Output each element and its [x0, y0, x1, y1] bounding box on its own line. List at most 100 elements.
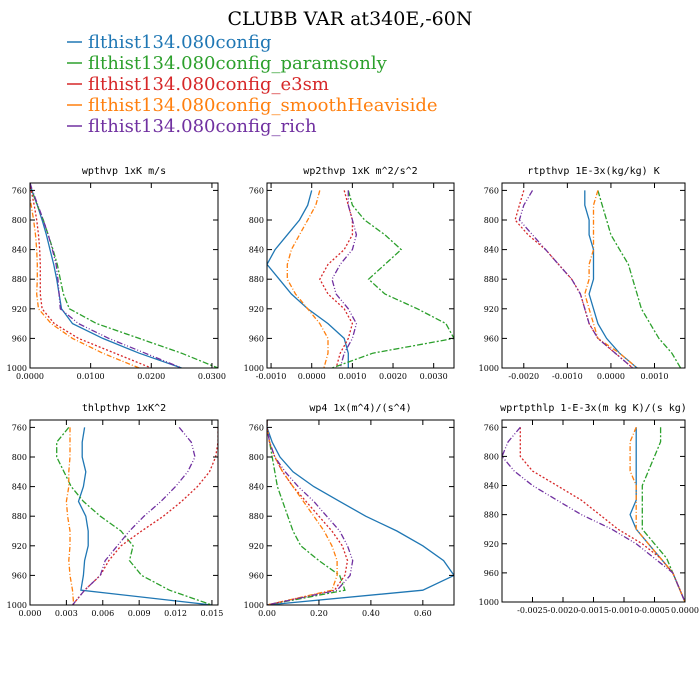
x-tick-label: -0.0020 [548, 606, 579, 615]
panel-0: wpthvp 1xK m/s 760 800 840 880 920 960 10000.00… [7, 166, 226, 381]
y-tick-label: 760 [249, 186, 264, 195]
y-tick-label: 920 [12, 542, 27, 551]
panel-title: wp4 1x(m^4)/(s^4) [309, 403, 411, 414]
series-line-0 [267, 420, 454, 605]
y-tick-label: 760 [12, 423, 27, 432]
series-line-4 [331, 190, 358, 368]
series-line-3 [584, 190, 638, 368]
x-tick-label: 0.0100 [77, 372, 105, 381]
y-tick-label: 800 [12, 453, 27, 462]
panel-5: wprtpthlp 1-E-3x(m kg K)/(s kg)760 800 840… [479, 403, 699, 615]
y-tick-label: 800 [12, 216, 27, 225]
x-tick-label: 0.00 [258, 609, 276, 618]
x-tick-label: 0.0010 [338, 372, 366, 381]
x-tick-label: -0.0015 [578, 606, 609, 615]
panel-title: thlpthvp 1xK^2 [82, 403, 166, 414]
y-tick-label: 760 [12, 186, 27, 195]
x-tick-label: -0.0020 [508, 372, 539, 381]
x-tick-label: 0.015 [200, 609, 223, 618]
y-tick-label: 1000 [244, 601, 264, 610]
series-group [267, 190, 454, 368]
x-tick-label: 0.0300 [198, 372, 226, 381]
y-tick-label: 1000 [7, 601, 27, 610]
series-line-4 [71, 426, 196, 605]
y-tick-label: 880 [484, 511, 499, 520]
x-tick-label: -0.0025 [517, 606, 548, 615]
plot-frame [266, 182, 455, 369]
series-line-3 [267, 420, 338, 605]
chart-panels: wpthvp 1xK m/s76080084088092096010000.00… [7, 166, 699, 618]
series-line-1 [267, 420, 346, 605]
legend-label-4: flthist134.080config_rich [88, 116, 317, 137]
legend-item-4: flthist134.080config_rich [67, 116, 317, 137]
y-tick-label: 800 [249, 216, 264, 225]
y-tick-label: 760 [484, 186, 499, 195]
y-tick-label: 960 [12, 334, 27, 343]
panel-1: wp2thvp 1xK m^2/s^2 760 800 840 880 920 960 100… [244, 166, 455, 381]
x-tick-label: 0.006 [91, 609, 114, 618]
series-line-1 [331, 190, 454, 368]
panel-title: wprtpthlp 1-E-3x(m kg K)/(s kg) [500, 403, 687, 414]
y-tick-label: 800 [484, 452, 499, 461]
x-tick-label: 0.0000 [671, 606, 699, 615]
y-tick-label: 880 [12, 275, 27, 284]
y-tick-label: 1000 [244, 364, 264, 373]
x-tick-label: 0.0000 [597, 372, 625, 381]
plot-frame [501, 419, 686, 603]
legend-label-3: flthist134.080config_smoothHeaviside [88, 95, 438, 116]
series-group [30, 183, 218, 368]
x-tick-label: 0.40 [362, 609, 380, 618]
y-tick-label: 960 [484, 569, 499, 578]
x-tick-label: 0.0200 [137, 372, 165, 381]
legend-item-2: flthist134.080config_e3sm [67, 74, 329, 95]
y-tick-label: 960 [249, 571, 264, 580]
series-line-1 [56, 426, 213, 605]
panel-title: wp2thvp 1xK m^2/s^2 [303, 166, 417, 177]
y-tick-label: 880 [249, 512, 264, 521]
panel-4: wp4 1x(m^4)/(s^4)76080084088092096010000… [244, 403, 455, 618]
series-line-0 [629, 427, 685, 602]
y-tick-label: 840 [484, 246, 499, 255]
series-line-1 [597, 190, 682, 368]
y-tick-label: 920 [249, 542, 264, 551]
y-tick-label: 840 [249, 483, 264, 492]
series-line-2 [30, 183, 152, 368]
series-line-3 [286, 190, 329, 368]
y-tick-label: 880 [12, 512, 27, 521]
y-tick-label: 840 [12, 246, 27, 255]
y-tick-label: 920 [484, 540, 499, 549]
plot-frame [29, 182, 219, 369]
legend: flthist134.080config flthist134.080confi… [67, 32, 438, 137]
panel-title: rtpthvp 1E-3x(kg/kg) K [527, 166, 659, 177]
y-tick-label: 800 [249, 453, 264, 462]
plot-frame [29, 419, 219, 606]
y-tick-label: 1000 [479, 364, 499, 373]
legend-item-1: flthist134.080config_paramsonly [67, 53, 388, 74]
x-tick-label: 0.0010 [641, 372, 669, 381]
x-tick-label: 0.003 [55, 609, 78, 618]
series-line-2 [319, 190, 354, 368]
series-line-1 [30, 183, 218, 368]
y-tick-label: 960 [484, 334, 499, 343]
plot-frame [501, 182, 686, 369]
figure-title: CLUBB VAR at340E,-60N [228, 8, 473, 30]
y-tick-label: 880 [484, 275, 499, 284]
series-group [56, 426, 218, 605]
y-tick-label: 960 [249, 334, 264, 343]
x-tick-label: 0.012 [164, 609, 187, 618]
series-group [502, 426, 685, 602]
x-tick-label: -0.0005 [639, 606, 670, 615]
series-line-4 [502, 426, 685, 602]
series-line-0 [30, 183, 182, 368]
x-tick-label: -0.0010 [552, 372, 583, 381]
series-line-0 [77, 427, 212, 605]
x-tick-label: 0.0000 [16, 372, 44, 381]
x-tick-label: 0.0020 [379, 372, 407, 381]
series-line-1 [641, 427, 685, 602]
panel-title: wpthvp 1xK m/s [82, 166, 166, 177]
series-line-2 [519, 427, 685, 602]
series-line-4 [518, 190, 634, 368]
legend-label-0: flthist134.080config [88, 32, 272, 53]
y-tick-label: 760 [484, 423, 499, 432]
y-tick-label: 1000 [479, 598, 499, 607]
